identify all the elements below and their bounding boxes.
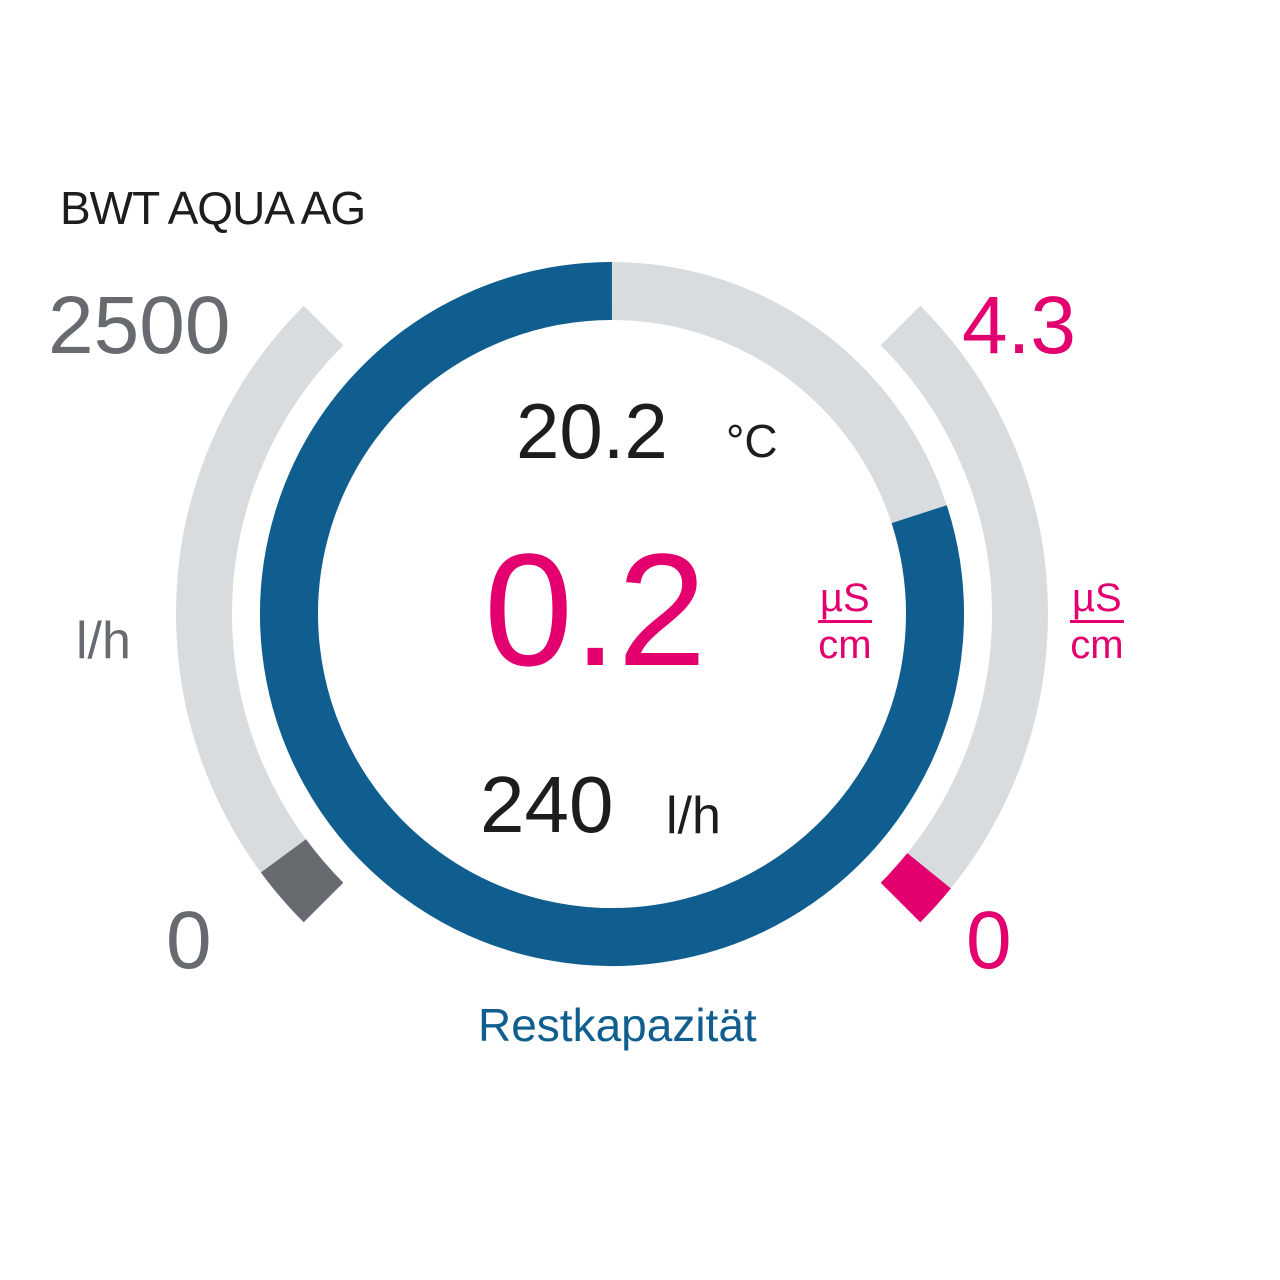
conductivity-min-label: 0 xyxy=(966,895,1012,986)
conductivity-unit: µS cm xyxy=(818,578,872,665)
brand-label: BWT AQUA AG xyxy=(60,182,366,234)
capacity-label: Restkapazität xyxy=(478,999,757,1051)
capacity-ring-fill xyxy=(260,262,964,966)
flow-unit: l/h xyxy=(666,787,721,845)
conductivity-value: 0.2 xyxy=(484,520,707,699)
flow-gauge-fill xyxy=(260,838,344,923)
temperature-unit: °C xyxy=(726,415,778,467)
temperature-value: 20.2 xyxy=(516,387,668,475)
flow-value: 240 xyxy=(480,760,614,849)
flow-min-label: 0 xyxy=(166,895,212,986)
unit-denominator: cm xyxy=(1070,623,1124,667)
flow-unit-label: l/h xyxy=(76,612,131,670)
conductivity-max-label: 4.3 xyxy=(962,280,1076,371)
flow-max-label: 2500 xyxy=(48,280,231,371)
conductivity-gauge-unit: µS cm xyxy=(1070,578,1124,665)
flow-gauge-track xyxy=(176,305,344,923)
conductivity-gauge-fill xyxy=(880,852,951,923)
conductivity-gauge-track xyxy=(880,305,1048,923)
unit-numerator: µS xyxy=(1070,578,1124,623)
unit-denominator: cm xyxy=(818,623,872,667)
unit-numerator: µS xyxy=(818,578,872,623)
